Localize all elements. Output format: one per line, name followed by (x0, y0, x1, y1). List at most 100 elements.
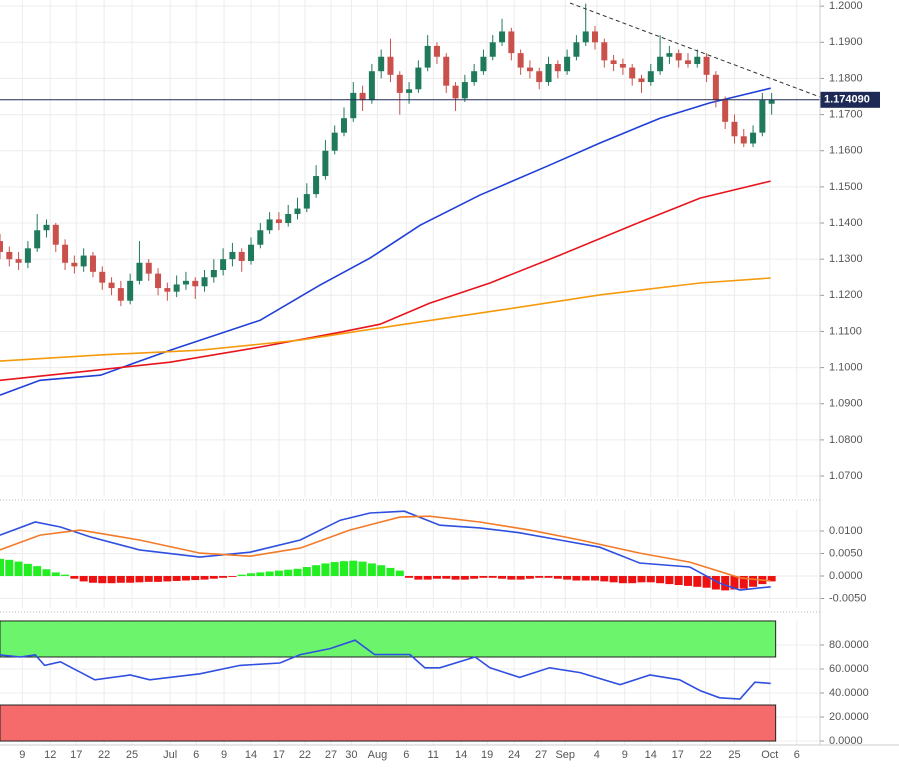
candle-body (108, 282, 115, 289)
candle-body (164, 288, 171, 292)
histogram-bar (581, 576, 590, 581)
histogram-bar (256, 572, 265, 577)
histogram-bar (544, 576, 553, 578)
y-tick-label: 1.1100 (829, 325, 862, 337)
candle-body (629, 67, 636, 79)
histogram-bar (395, 570, 404, 577)
line-series (0, 180, 771, 382)
candle-body (443, 56, 450, 86)
candle-body (340, 118, 347, 133)
histogram-bar (628, 576, 637, 584)
histogram-bar (154, 576, 163, 582)
histogram-bar (61, 574, 70, 577)
rsi-zone (0, 704, 777, 742)
trend-line (569, 2, 821, 98)
x-tick-label: 9 (19, 749, 25, 761)
candle-body (155, 273, 162, 289)
candle-body (471, 71, 478, 83)
histogram-bar (423, 576, 432, 580)
y-tick-label: -0.0050 (829, 592, 866, 604)
histogram-bar (470, 576, 479, 579)
histogram-bar (646, 576, 655, 583)
x-tick-label: 24 (508, 749, 520, 761)
y-tick-label: 1.0700 (829, 470, 863, 482)
x-tick-label: 14 (645, 749, 657, 761)
candle-body (80, 255, 87, 267)
histogram-bar (572, 576, 581, 581)
candle-body (536, 71, 543, 83)
candle-body (731, 121, 738, 137)
candle-body (592, 31, 599, 43)
histogram-bar (274, 570, 283, 577)
x-tick-label: 17 (70, 749, 82, 761)
last-price-box (820, 91, 880, 108)
histogram-bar (386, 567, 395, 577)
line-series (0, 87, 771, 396)
histogram-bar (265, 571, 274, 577)
candle-body (6, 251, 13, 260)
y-tick-label: 1.2000 (829, 0, 863, 12)
y-tick-label: 1.0900 (829, 398, 863, 410)
candle-body (266, 219, 273, 231)
candle-body (192, 280, 199, 287)
candle-body (89, 255, 96, 272)
y-tick-label: 20.0000 (829, 711, 869, 723)
candle-body (526, 67, 533, 72)
candle-body (768, 99, 775, 104)
histogram-bar (116, 576, 125, 583)
candle-body (71, 262, 78, 267)
histogram-bar (302, 567, 311, 577)
histogram-bar (88, 576, 97, 583)
x-tick-label: 19 (481, 749, 493, 761)
candle-body (303, 194, 310, 209)
histogram-bar (553, 576, 562, 579)
candle-body (127, 280, 134, 301)
candle-body (461, 82, 468, 99)
y-tick-label: 1.1800 (829, 72, 863, 84)
histogram-bar (339, 561, 348, 577)
candle-body (201, 277, 208, 287)
histogram-bar (739, 576, 748, 589)
histogram-bar (414, 576, 423, 580)
histogram-bar (665, 576, 674, 585)
x-tick-label: Oct (761, 749, 778, 761)
candle-body (248, 244, 255, 261)
x-tick-label: 30 (345, 749, 357, 761)
candle-body (62, 244, 69, 263)
histogram-bar (228, 576, 237, 577)
histogram-bar (563, 576, 572, 580)
y-tick-label: 1.1400 (829, 217, 863, 229)
y-tick-label: 1.1700 (829, 108, 863, 120)
x-tick-label: 25 (728, 749, 740, 761)
x-tick-label: 17 (273, 749, 285, 761)
histogram-bar (656, 576, 665, 584)
histogram-bar (144, 576, 153, 582)
histogram-bar (23, 563, 32, 577)
histogram-bar (284, 569, 293, 577)
y-tick-label: 1.1200 (829, 289, 863, 301)
candle-body (210, 270, 217, 278)
x-tick-label: 4 (594, 749, 600, 761)
x-tick-label: 6 (794, 749, 800, 761)
histogram-bar (479, 576, 488, 578)
histogram-bar (70, 576, 79, 579)
candle-body (415, 67, 422, 90)
candle-body (638, 78, 645, 83)
candle-body (406, 89, 413, 93)
histogram-bar (358, 561, 367, 577)
candle-body (359, 92, 366, 101)
y-tick-label: 60.0000 (829, 663, 869, 675)
candle-body (601, 42, 608, 61)
candle-body (173, 284, 180, 292)
histogram-bar (749, 576, 758, 587)
candle-body (703, 56, 710, 75)
histogram-bar (51, 572, 60, 577)
histogram-bar (209, 576, 218, 579)
x-tick-label: 17 (672, 749, 684, 761)
histogram-bar (460, 576, 469, 580)
histogram-bar (219, 576, 228, 578)
candle-body (740, 136, 747, 144)
candle-body (564, 56, 571, 72)
x-tick-label: 12 (44, 749, 56, 761)
histogram-bar (191, 576, 200, 581)
